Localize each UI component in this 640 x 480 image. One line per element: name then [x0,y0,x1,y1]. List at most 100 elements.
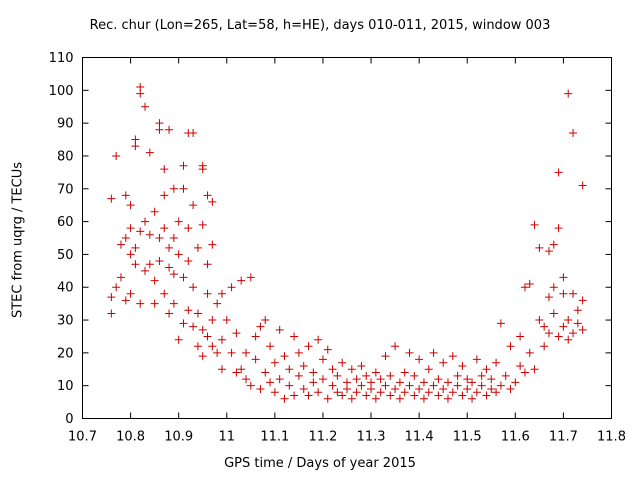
data-point [189,128,198,137]
data-point [458,391,467,400]
data-point [208,342,217,351]
data-point [145,260,154,269]
data-point [208,240,217,249]
data-point [376,388,385,397]
data-point [179,184,188,193]
data-point [256,384,265,393]
y-tick-label: 10 [57,379,74,394]
data-point [554,168,563,177]
data-point [424,388,433,397]
data-point [443,378,452,387]
data-point [554,224,563,233]
data-point [564,335,573,344]
data-point [160,165,169,174]
data-point [338,391,347,400]
data-point [482,391,491,400]
data-point [439,358,448,367]
data-point [155,256,164,265]
data-point [155,125,164,134]
data-point [169,234,178,242]
data-point [256,322,265,331]
data-point [477,381,486,390]
data-point [525,348,534,357]
y-tick-label: 80 [57,149,74,164]
data-point [251,332,260,341]
data-point [333,388,342,397]
data-point [290,332,299,341]
data-point [549,283,558,292]
data-point [391,342,400,351]
data-point [448,388,457,397]
data-point [468,394,477,403]
data-point [131,243,140,252]
data-point [294,348,303,357]
data-point [559,322,568,331]
data-point [155,234,164,242]
data-point [189,283,198,292]
data-point [126,224,135,233]
data-point [352,388,361,397]
y-tick-label: 20 [57,346,74,361]
x-tick-label: 11.4 [405,430,434,445]
data-point [184,306,193,315]
data-point [391,384,400,393]
data-point [424,365,433,374]
data-point [506,342,515,351]
data-point [165,309,174,318]
data-point [415,355,424,364]
data-point [395,378,404,387]
data-point [261,316,270,325]
data-point [511,378,520,387]
data-point [352,375,361,384]
data-point [189,322,198,331]
data-point [386,391,395,400]
data-point [280,352,289,361]
data-point [189,201,198,210]
data-point [198,352,207,361]
data-point [525,279,534,288]
data-point [290,391,299,400]
data-point [179,319,188,328]
data-point [559,273,568,282]
x-tick-label: 11.1 [260,430,289,445]
data-point [477,371,486,380]
data-point [429,381,438,390]
data-point [544,329,553,338]
data-point [232,368,241,377]
data-point [150,299,159,308]
data-point [107,194,116,203]
data-point [333,371,342,380]
data-point [535,316,544,325]
data-point [453,381,462,390]
data-point [121,296,130,305]
data-point [261,368,270,377]
data-point [126,201,135,210]
x-tick-label: 10.8 [116,430,145,445]
data-point [472,388,481,397]
data-point [578,325,587,334]
data-point [419,378,428,387]
data-point [367,378,376,387]
data-point [381,352,390,361]
data-point [179,273,188,282]
y-tick-label: 0 [65,412,73,427]
data-point [179,161,188,170]
data-point [121,191,130,200]
data-point [275,325,284,334]
data-point [169,270,178,279]
data-point [573,306,582,315]
data-point [165,263,174,272]
data-point [270,358,279,367]
data-point [203,332,212,341]
data-point [246,381,255,390]
x-tick-label: 11.8 [597,430,626,445]
data-point [328,365,337,374]
data-point [487,384,496,393]
data-point [141,266,150,275]
data-point [347,394,356,403]
data-point [501,371,510,380]
data-point [309,378,318,387]
data-point [371,394,380,403]
data-point [544,293,553,302]
data-point [318,355,327,364]
